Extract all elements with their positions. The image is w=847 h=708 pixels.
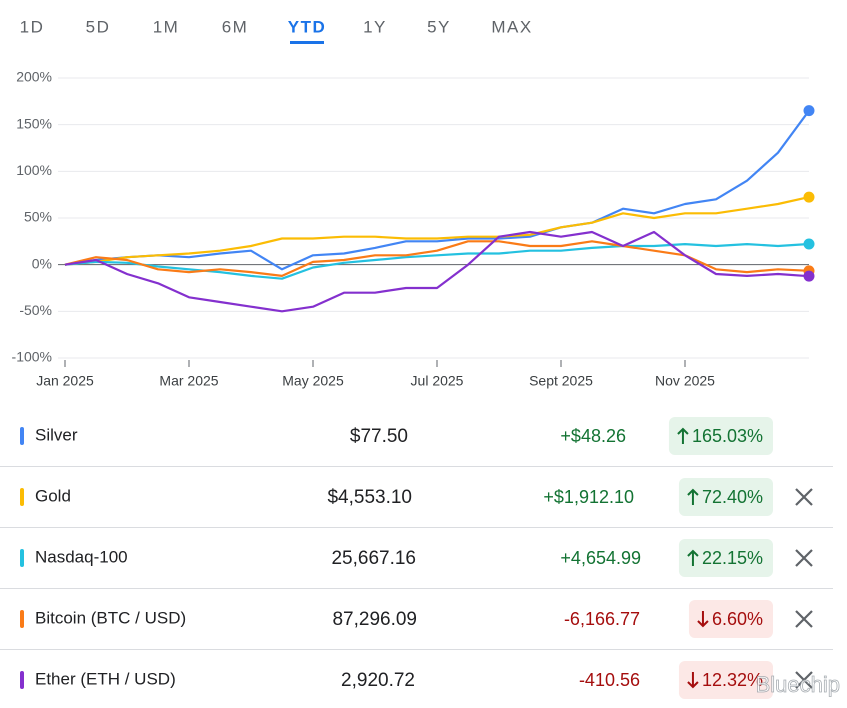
legend-swatch <box>20 549 24 567</box>
x-tick-label: Jul 2025 <box>411 373 464 389</box>
range-tab[interactable]: 6M <box>222 17 249 36</box>
y-tick-label: 100% <box>16 162 52 178</box>
legend-swatch <box>20 671 24 689</box>
direction-arrow <box>697 611 709 628</box>
asset-name[interactable]: Silver <box>35 425 78 444</box>
legend-swatch <box>20 610 24 628</box>
direction-arrow <box>687 672 699 689</box>
legend-swatch <box>20 488 24 506</box>
end-dot <box>803 238 815 250</box>
end-dot <box>803 270 815 282</box>
direction-arrow <box>687 549 699 566</box>
x-tick-label: Sept 2025 <box>529 373 593 389</box>
x-tick-label: Nov 2025 <box>655 373 715 389</box>
range-tab[interactable]: 1M <box>153 17 180 36</box>
x-tick-label: Mar 2025 <box>159 373 218 389</box>
remove-button[interactable] <box>795 549 813 567</box>
percent-pill: 72.40% <box>678 478 773 516</box>
watermark: Bluechip <box>756 672 840 697</box>
range-tab[interactable]: 5D <box>86 17 111 36</box>
series-line <box>64 110 810 271</box>
tab-underline <box>290 41 324 44</box>
legend-swatch <box>20 427 24 445</box>
percent-pill: 12.32% <box>678 661 773 699</box>
percent-pill: 165.03% <box>668 417 773 455</box>
direction-arrow <box>687 488 699 505</box>
y-tick-label: 0% <box>32 255 52 271</box>
percent: 72.40% <box>702 487 763 507</box>
asset-name[interactable]: Bitcoin (BTC / USD) <box>35 608 186 627</box>
change: +$48.26 <box>560 426 626 446</box>
remove-button[interactable] <box>795 610 813 628</box>
change: +4,654.99 <box>560 548 641 568</box>
series-line <box>64 196 810 266</box>
pill-bg <box>678 539 773 577</box>
percent: 22.15% <box>702 548 763 568</box>
pill-bg <box>678 661 773 699</box>
y-tick-label: 200% <box>16 69 52 85</box>
x-tick-label: Jan 2025 <box>36 373 94 389</box>
end-dot <box>803 191 815 203</box>
direction-arrow <box>677 427 689 444</box>
percent-pill: 22.15% <box>678 539 773 577</box>
y-tick-label: 150% <box>16 115 52 131</box>
pill-bg <box>668 417 773 455</box>
asset-name[interactable]: Gold <box>35 486 71 505</box>
range-tab[interactable]: 5Y <box>427 17 451 36</box>
percent-pill: 6.60% <box>688 600 773 638</box>
y-tick-label: -50% <box>19 302 52 318</box>
series-line <box>64 230 810 313</box>
percent: 12.32% <box>702 670 763 690</box>
change: +$1,912.10 <box>543 487 634 507</box>
y-tick-label: 50% <box>24 209 52 225</box>
range-tab[interactable]: 1D <box>20 17 45 36</box>
asset-name[interactable]: Ether (ETH / USD) <box>35 669 176 688</box>
percent: 165.03% <box>692 426 763 446</box>
price: $4,553.10 <box>327 487 412 508</box>
percent: 6.60% <box>712 609 763 629</box>
price: 25,667.16 <box>331 548 416 569</box>
remove-button[interactable] <box>795 671 813 689</box>
y-tick-label: -100% <box>12 349 52 365</box>
change: -410.56 <box>579 670 640 690</box>
pill-bg <box>688 600 773 638</box>
series-line <box>64 242 810 280</box>
series-line <box>64 240 810 277</box>
asset-name[interactable]: Nasdaq-100 <box>35 547 128 566</box>
range-tab[interactable]: 1Y <box>363 17 387 36</box>
remove-button[interactable] <box>795 488 813 506</box>
price: 2,920.72 <box>341 670 415 691</box>
change: -6,166.77 <box>564 609 640 629</box>
x-tick-label: May 2025 <box>282 373 344 389</box>
price: 87,296.09 <box>332 609 417 630</box>
range-tab[interactable]: YTD <box>288 17 327 36</box>
range-tab[interactable]: MAX <box>491 17 532 36</box>
price: $77.50 <box>350 426 408 447</box>
end-dot <box>803 105 815 117</box>
pill-bg <box>678 478 773 516</box>
